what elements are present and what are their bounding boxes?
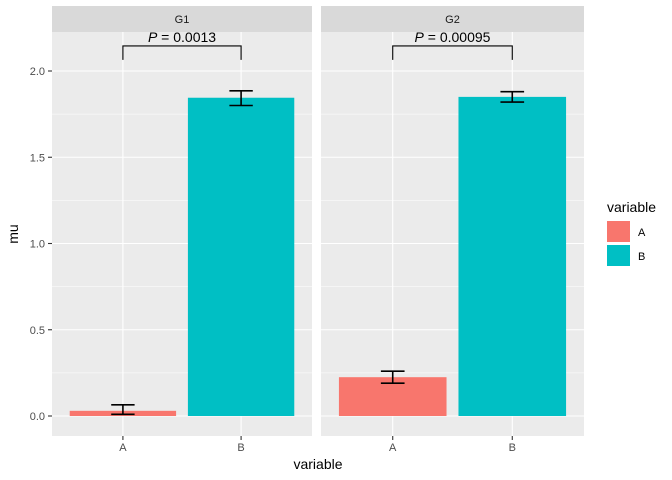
x-tick-label: B bbox=[237, 442, 244, 454]
significance-bracket: P = 0.0013 bbox=[122, 29, 242, 60]
y-axis: 0.0 0.5 1.0 1.5 2.0 bbox=[30, 66, 52, 423]
facet-strip-label: G1 bbox=[175, 14, 190, 26]
p-value-label: P = 0.00095 bbox=[415, 29, 491, 45]
legend: variable AB bbox=[607, 199, 656, 266]
y-tick-label: 0.5 bbox=[30, 325, 45, 337]
x-tick-label: A bbox=[389, 442, 397, 454]
facet-panel-g2: G2 P = 0.00095 A B bbox=[321, 6, 584, 454]
x-axis-title: variable bbox=[293, 456, 342, 472]
bar-g2-b bbox=[458, 96, 567, 416]
facet-strip bbox=[52, 6, 312, 32]
significance-bracket: P = 0.00095 bbox=[392, 29, 513, 60]
y-tick-label: 1.5 bbox=[30, 152, 45, 164]
legend-title: variable bbox=[607, 199, 656, 215]
error-bar bbox=[380, 370, 405, 385]
y-tick-label: 0.0 bbox=[30, 411, 45, 423]
error-bar bbox=[500, 90, 525, 103]
error-bar bbox=[111, 403, 135, 416]
legend-key-a bbox=[607, 221, 630, 242]
legend-label: B bbox=[638, 251, 645, 263]
facet-strip bbox=[321, 6, 584, 32]
x-tick-label: B bbox=[509, 442, 516, 454]
legend-key-b bbox=[607, 245, 630, 266]
error-bar bbox=[229, 90, 253, 107]
p-value-label: P = 0.0013 bbox=[148, 29, 216, 45]
x-tick-label: A bbox=[119, 442, 127, 454]
y-axis-title: mu bbox=[5, 224, 21, 243]
y-tick-label: 1.0 bbox=[30, 239, 45, 251]
bar-g1-b bbox=[187, 97, 295, 417]
legend-label: A bbox=[638, 227, 646, 239]
facet-strip-label: G2 bbox=[445, 14, 460, 26]
y-tick-label: 2.0 bbox=[30, 66, 45, 78]
facet-panel-g1: G1 P = 0.0013 A B bbox=[52, 6, 312, 454]
